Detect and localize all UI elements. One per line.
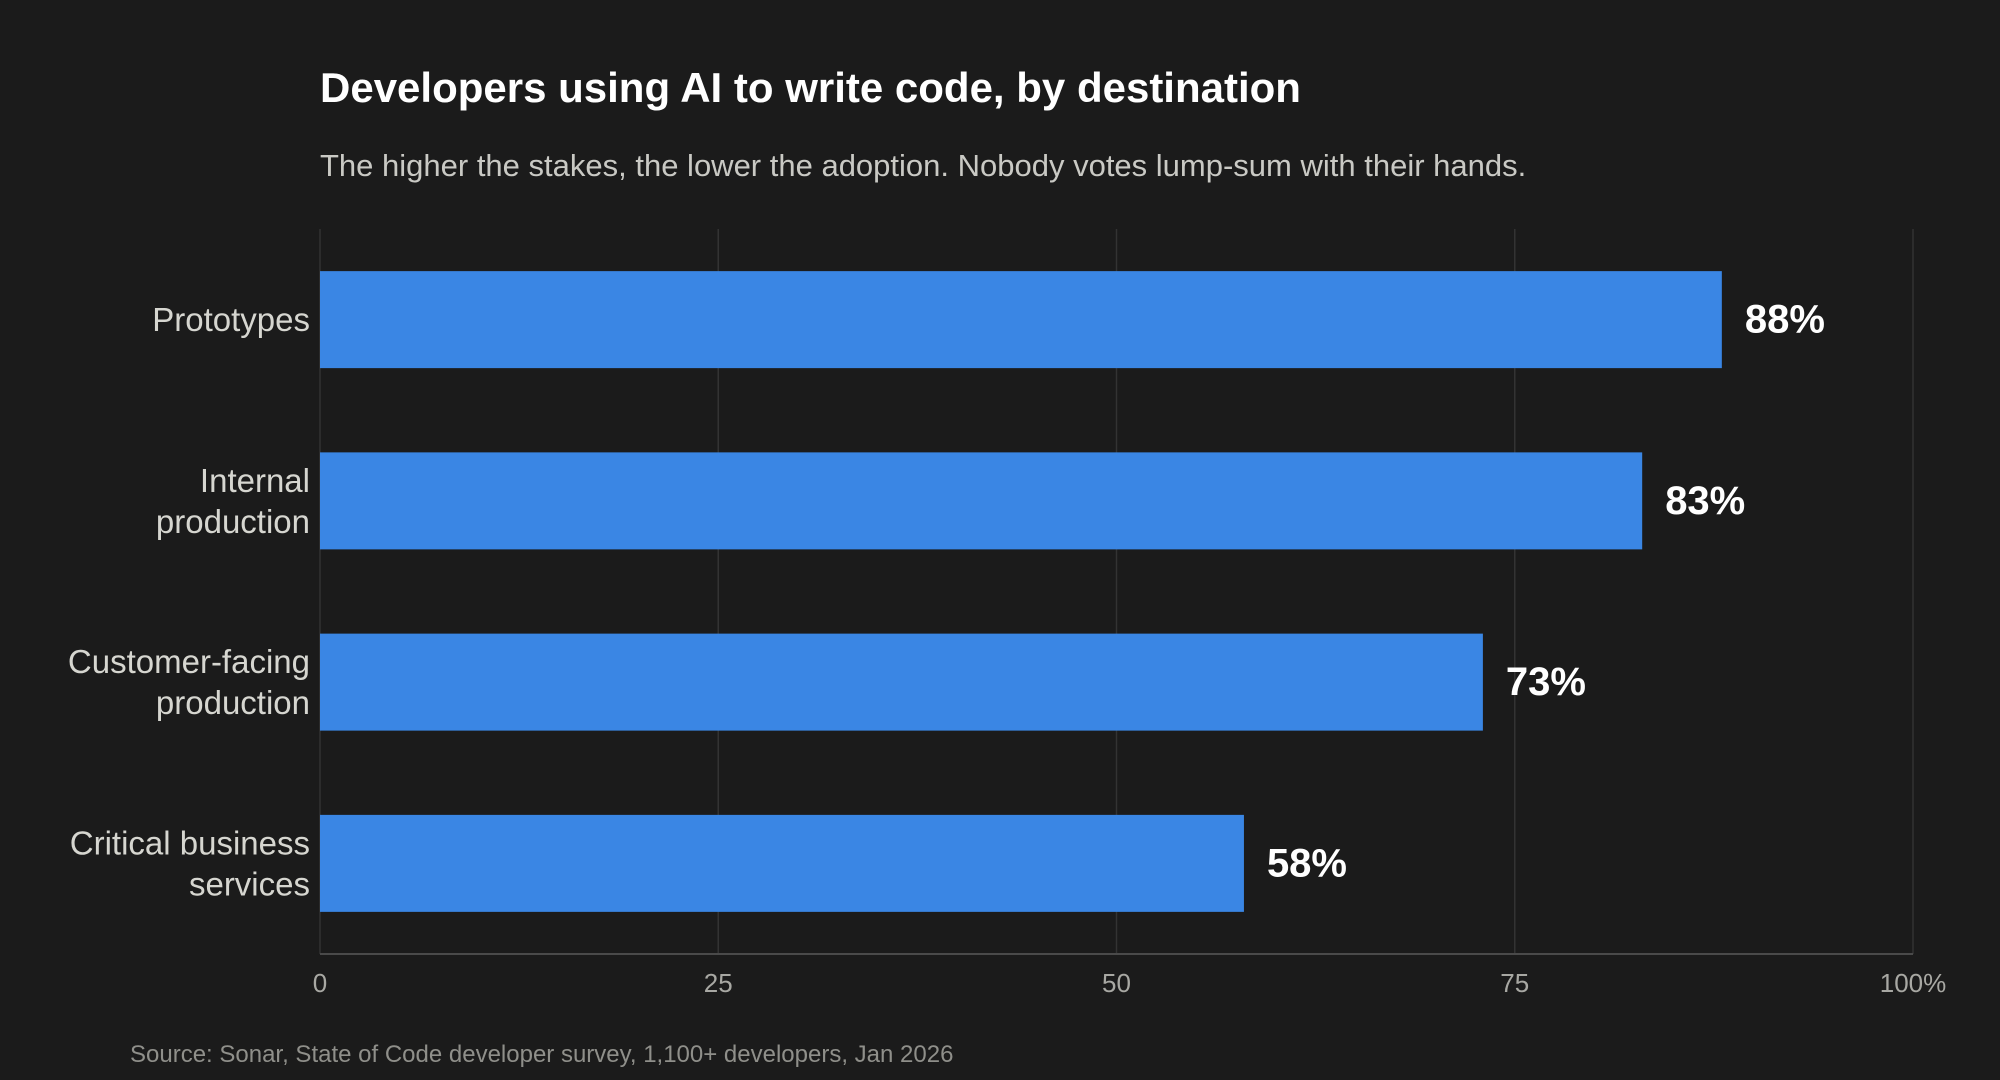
bar (320, 633, 1483, 731)
bars (320, 271, 1722, 912)
category-label-line: production (156, 503, 310, 540)
bar-chart: 0 25 50 75 100% 88% Prototypes 83% Internal produ… (68, 229, 1946, 998)
chart-subtitle: The higher the stakes, the lower the ado… (320, 148, 1527, 183)
category-label: Critical business services (70, 824, 310, 902)
bar-value-label: 58% (1267, 841, 1347, 885)
category-label: Internal production (156, 462, 310, 540)
category-label-line: Prototypes (152, 301, 310, 338)
labels: 0 25 50 75 100% 88% Prototypes 83% Internal produ… (68, 298, 1946, 998)
category-label-line: services (189, 865, 310, 902)
bar (320, 271, 1722, 369)
bar (320, 814, 1244, 912)
x-tick-label: 25 (704, 968, 733, 998)
x-tick-label: 75 (1500, 968, 1529, 998)
x-tick-label: 0 (313, 968, 327, 998)
bar-value-label: 83% (1665, 479, 1745, 523)
category-label-line: Customer-facing (68, 643, 310, 680)
category-label-line: Critical business (70, 824, 310, 861)
chart-title: Developers using AI to write code, by de… (320, 64, 1301, 111)
x-tick-label: 100% (1880, 968, 1947, 998)
category-label: Prototypes (152, 301, 310, 338)
bar-value-label: 73% (1506, 660, 1586, 704)
bar (320, 452, 1643, 550)
source-note: Source: Sonar, State of Code developer s… (130, 1041, 954, 1068)
x-tick-label: 50 (1102, 968, 1131, 998)
bar-value-label: 88% (1745, 298, 1825, 342)
category-label-line: production (156, 684, 310, 721)
category-label-line: Internal (200, 462, 310, 499)
category-label: Customer-facing production (68, 643, 310, 721)
